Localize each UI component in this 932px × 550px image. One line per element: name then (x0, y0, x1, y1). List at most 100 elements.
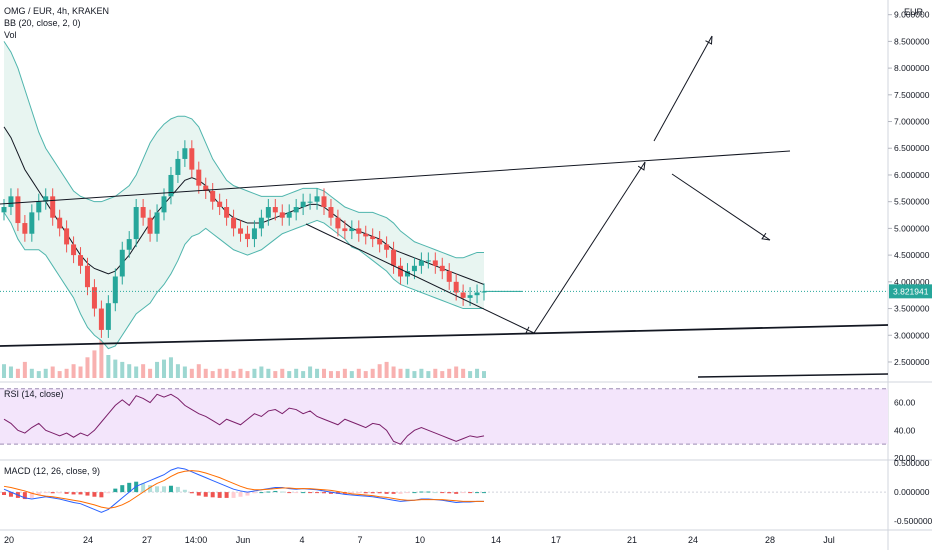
macd-histogram-bar (36, 492, 41, 495)
macd-histogram-bar (92, 492, 97, 497)
candle-body (161, 196, 167, 213)
candle-body (384, 244, 390, 250)
macd-histogram-bar (175, 486, 180, 493)
arrowhead (525, 326, 535, 334)
last-price-label: 3.821941 (893, 286, 929, 296)
macd-histogram-bar (182, 489, 187, 493)
volume-bar (238, 368, 243, 378)
candle-body (175, 158, 181, 175)
symbol-header: OMG / EUR, 4h, KRAKEN (4, 6, 110, 16)
volume-bar (426, 371, 431, 378)
candle-body (286, 212, 292, 218)
macd-histogram-bar (189, 492, 194, 494)
price-axis-label: 5.000000 (894, 223, 930, 233)
macd-histogram-bar (22, 492, 27, 500)
macd-histogram-bar (99, 492, 104, 498)
macd-histogram-bar (8, 492, 13, 497)
time-axis-label: 24 (83, 535, 93, 545)
candle-body (314, 196, 320, 202)
macd-histogram-bar (50, 492, 55, 494)
candle-body (78, 255, 84, 266)
volume-bar (148, 368, 153, 378)
volume-bar (189, 368, 194, 378)
volume-bar (482, 371, 486, 378)
time-axis-label: 24 (688, 535, 698, 545)
volume-bar (168, 357, 173, 378)
macd-histogram-bar (301, 492, 306, 494)
macd-histogram-bar (384, 492, 389, 494)
volume-indicator-label[interactable]: Vol (4, 30, 17, 40)
price-axis-label: 3.500000 (894, 304, 930, 314)
candle-body (363, 233, 369, 237)
candle-body (182, 148, 188, 159)
rsi-indicator-label[interactable]: RSI (14, close) (4, 389, 64, 399)
volume-bar (224, 368, 229, 378)
bb-indicator-label[interactable]: BB (20, close, 2, 0) (4, 18, 81, 28)
price-axis-label: 3.000000 (894, 330, 930, 340)
candle-body (15, 196, 21, 224)
macd-histogram-bar (280, 491, 285, 493)
candle-body (133, 207, 139, 240)
volume-bar (349, 371, 354, 378)
macd-indicator-label[interactable]: MACD (12, 26, close, 9) (4, 466, 101, 476)
candle-body (119, 249, 125, 277)
candle-body (321, 196, 327, 208)
macd-histogram-bar (377, 492, 382, 494)
macd-histogram-bar (43, 492, 48, 494)
volume-bar (363, 371, 368, 378)
candle-body (439, 265, 445, 272)
volume-bar (461, 368, 466, 378)
time-axis-label: 7 (357, 535, 362, 545)
macd-histogram-bar (78, 492, 83, 495)
macd-histogram-bar (398, 492, 403, 494)
candle-body (425, 260, 431, 262)
volume-bar (391, 366, 396, 378)
rsi-axis-label: 40.00 (894, 425, 916, 435)
time-axis-label: 4 (299, 535, 304, 545)
candle-body (238, 228, 244, 234)
macd-histogram-bar (322, 492, 326, 494)
volume-bar (175, 364, 180, 378)
bb-lower-line (3, 212, 484, 350)
candle-body (293, 207, 299, 213)
candle-body (64, 228, 70, 245)
volume-bar (162, 359, 166, 378)
macd-histogram-bar (405, 492, 410, 494)
candle-body (398, 265, 404, 277)
macd-histogram-bar (259, 492, 264, 494)
volume-bar (78, 366, 83, 378)
volume-bar (475, 368, 480, 378)
macd-histogram-bar (482, 492, 486, 494)
volume-bar (141, 364, 146, 378)
candle-body (22, 223, 28, 234)
candle-body (210, 190, 216, 202)
volume-bar (57, 371, 62, 378)
volume-bar (50, 366, 55, 378)
bb-upper-line (3, 41, 484, 259)
candle-body (349, 228, 355, 232)
candle-body (57, 217, 63, 229)
price-axis-label: 4.500000 (894, 250, 930, 260)
macd-histogram-bar (217, 492, 222, 498)
time-axis-label: Jun (236, 535, 251, 545)
candle-body (391, 249, 397, 266)
macd-histogram-bar (148, 485, 153, 493)
arrowhead (705, 35, 713, 45)
time-axis-label: 27 (142, 535, 152, 545)
volume-bar (113, 359, 118, 378)
candle-body (84, 265, 90, 288)
volume-bar (203, 368, 208, 378)
candle-body (474, 292, 480, 296)
candle-body (50, 196, 56, 218)
macd-histogram-bar (57, 492, 62, 494)
resistance-trendline (0, 150, 791, 205)
macd-axis-label: 0.500000 (894, 458, 930, 468)
macd-histogram-bar (370, 492, 375, 494)
candle-body (224, 207, 230, 218)
volume-bar (29, 368, 34, 378)
macd-histogram-bar (245, 492, 250, 496)
volume-bar (433, 368, 438, 378)
volume-bar (217, 368, 222, 378)
macd-histogram-bar (203, 492, 208, 497)
